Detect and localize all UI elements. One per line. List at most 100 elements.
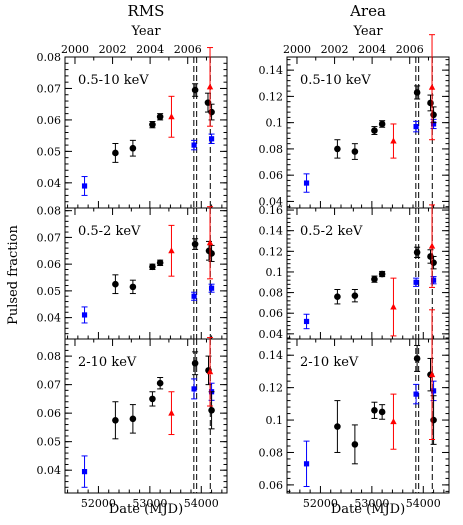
panel-energy-label: 0.5-2 keV bbox=[300, 224, 363, 239]
data-point-circle bbox=[378, 120, 386, 128]
data-point-circle bbox=[149, 395, 156, 403]
data-point-triangle bbox=[206, 83, 214, 90]
y-tick-label: 0.08 bbox=[37, 350, 62, 363]
data-point-triangle bbox=[390, 303, 397, 310]
data-point-circle bbox=[378, 408, 386, 416]
bottom-axis-label: Date (MJD) bbox=[109, 502, 183, 517]
data-point-circle bbox=[430, 416, 437, 424]
data-point-square bbox=[430, 388, 437, 394]
y-tick-label: 0.04 bbox=[37, 464, 62, 477]
y-tick-label: 0.1 bbox=[266, 266, 284, 279]
y-tick-label: 0.14 bbox=[259, 349, 284, 362]
y-tick-label: 0.1 bbox=[266, 414, 284, 427]
data-point-triangle bbox=[168, 113, 175, 120]
data-point-triangle bbox=[206, 239, 214, 246]
data-point-circle bbox=[149, 121, 156, 128]
data-point-circle bbox=[371, 275, 378, 283]
data-point-square bbox=[191, 293, 197, 299]
y-tick-label: 0.06 bbox=[259, 479, 284, 492]
data-point-circle bbox=[334, 293, 341, 301]
data-point-triangle bbox=[390, 418, 397, 425]
y-tick-label: 0.08 bbox=[259, 143, 284, 156]
data-point-square bbox=[81, 183, 88, 189]
x-tick-label: 54000 bbox=[406, 497, 441, 510]
y-tick-label: 0.08 bbox=[259, 446, 284, 459]
data-point-triangle bbox=[428, 371, 436, 378]
y-tick-label: 0.12 bbox=[259, 382, 284, 395]
data-point-circle bbox=[149, 263, 156, 271]
year-tick-label: 2000 bbox=[61, 43, 89, 56]
data-point-square bbox=[191, 386, 197, 392]
panel-energy-label: 0.5-10 keV bbox=[78, 73, 149, 88]
y-tick-label: 0.04 bbox=[37, 177, 62, 190]
data-point-triangle bbox=[168, 409, 175, 416]
panel-energy-label: 2-10 keV bbox=[78, 355, 137, 370]
y-tick-label: 0.1 bbox=[266, 117, 284, 130]
x-tick-label: 54000 bbox=[184, 497, 219, 510]
column-title-area: Area bbox=[349, 2, 386, 20]
data-point-circle bbox=[371, 127, 378, 134]
data-point-circle bbox=[351, 292, 359, 299]
data-point-circle bbox=[129, 283, 137, 291]
y-tick-label: 0.06 bbox=[259, 307, 284, 320]
data-point-circle bbox=[208, 250, 215, 257]
panel-area-0-5-2-kev: 0.04 0.06 0.08 0.1 0.12 0.14 0.16 0.5-2 keV bbox=[259, 204, 450, 341]
y-tick-label: 0.12 bbox=[259, 245, 284, 258]
year-tick-label: 2002 bbox=[99, 43, 127, 56]
data-point-square bbox=[81, 312, 88, 318]
panel-area-2-10-kev: 52000 53000 54000 0.06 0.08 0.1 0.12 0.14 2-10 k… bbox=[259, 309, 450, 510]
top-axis-label: Year bbox=[130, 24, 161, 39]
data-point-circle bbox=[129, 144, 137, 152]
data-point-circle bbox=[156, 113, 164, 121]
panel-energy-label: 0.5-10 keV bbox=[300, 73, 371, 88]
y-tick-label: 0.06 bbox=[37, 114, 62, 127]
y-tick-label: 0.08 bbox=[37, 205, 62, 218]
y-tick-label: 0.14 bbox=[259, 64, 284, 77]
y-tick-label: 0.04 bbox=[259, 195, 284, 208]
data-point-triangle bbox=[168, 247, 175, 254]
x-tick-label: 52000 bbox=[81, 497, 116, 510]
left-axis-label: Pulsed fraction bbox=[6, 225, 21, 325]
data-point-square bbox=[413, 391, 419, 397]
data-point-circle bbox=[191, 359, 199, 367]
data-point-triangle bbox=[390, 137, 397, 144]
panel-energy-label: 0.5-2 keV bbox=[78, 224, 141, 239]
data-point-square bbox=[430, 121, 437, 127]
data-point-square bbox=[191, 142, 197, 148]
data-point-circle bbox=[129, 415, 137, 423]
data-point-circle bbox=[378, 270, 386, 278]
data-point-square bbox=[303, 461, 310, 467]
data-point-square bbox=[413, 123, 419, 130]
data-point-circle bbox=[208, 108, 215, 116]
panel-energy-label: 2-10 keV bbox=[300, 355, 359, 370]
y-tick-label: 0.06 bbox=[37, 258, 62, 271]
y-tick-label: 0.07 bbox=[37, 379, 62, 392]
data-point-circle bbox=[112, 416, 119, 424]
y-tick-label: 0.08 bbox=[37, 51, 62, 64]
year-tick-label: 2000 bbox=[283, 43, 311, 56]
year-tick-label: 2006 bbox=[396, 43, 424, 56]
y-tick-label: 0.16 bbox=[259, 204, 284, 217]
panel-rms-2-10-kev: 52000 53000 54000 0.04 0.05 0.06 0.07 0.08 2-10 … bbox=[37, 337, 228, 510]
y-tick-label: 0.04 bbox=[37, 312, 62, 325]
data-point-circle bbox=[112, 280, 119, 288]
data-point-triangle bbox=[428, 83, 436, 90]
x-tick-label: 53000 bbox=[354, 497, 389, 510]
y-tick-label: 0.04 bbox=[259, 328, 284, 341]
data-point-circle bbox=[371, 407, 378, 414]
y-tick-label: 0.05 bbox=[37, 285, 62, 298]
y-tick-label: 0.07 bbox=[37, 82, 62, 95]
x-tick-label: 52000 bbox=[303, 497, 338, 510]
data-point-circle bbox=[191, 240, 199, 248]
data-point-triangle bbox=[428, 242, 436, 249]
data-point-circle bbox=[427, 99, 434, 107]
panel-rms-0-5-2-kev: 0.04 0.05 0.06 0.07 0.08 0.5-2 keV bbox=[37, 205, 228, 340]
data-point-circle bbox=[208, 406, 215, 414]
data-point-square bbox=[208, 136, 215, 142]
data-point-circle bbox=[351, 441, 359, 448]
data-point-square bbox=[81, 469, 88, 475]
data-point-circle bbox=[430, 259, 437, 266]
data-point-circle bbox=[351, 148, 359, 155]
